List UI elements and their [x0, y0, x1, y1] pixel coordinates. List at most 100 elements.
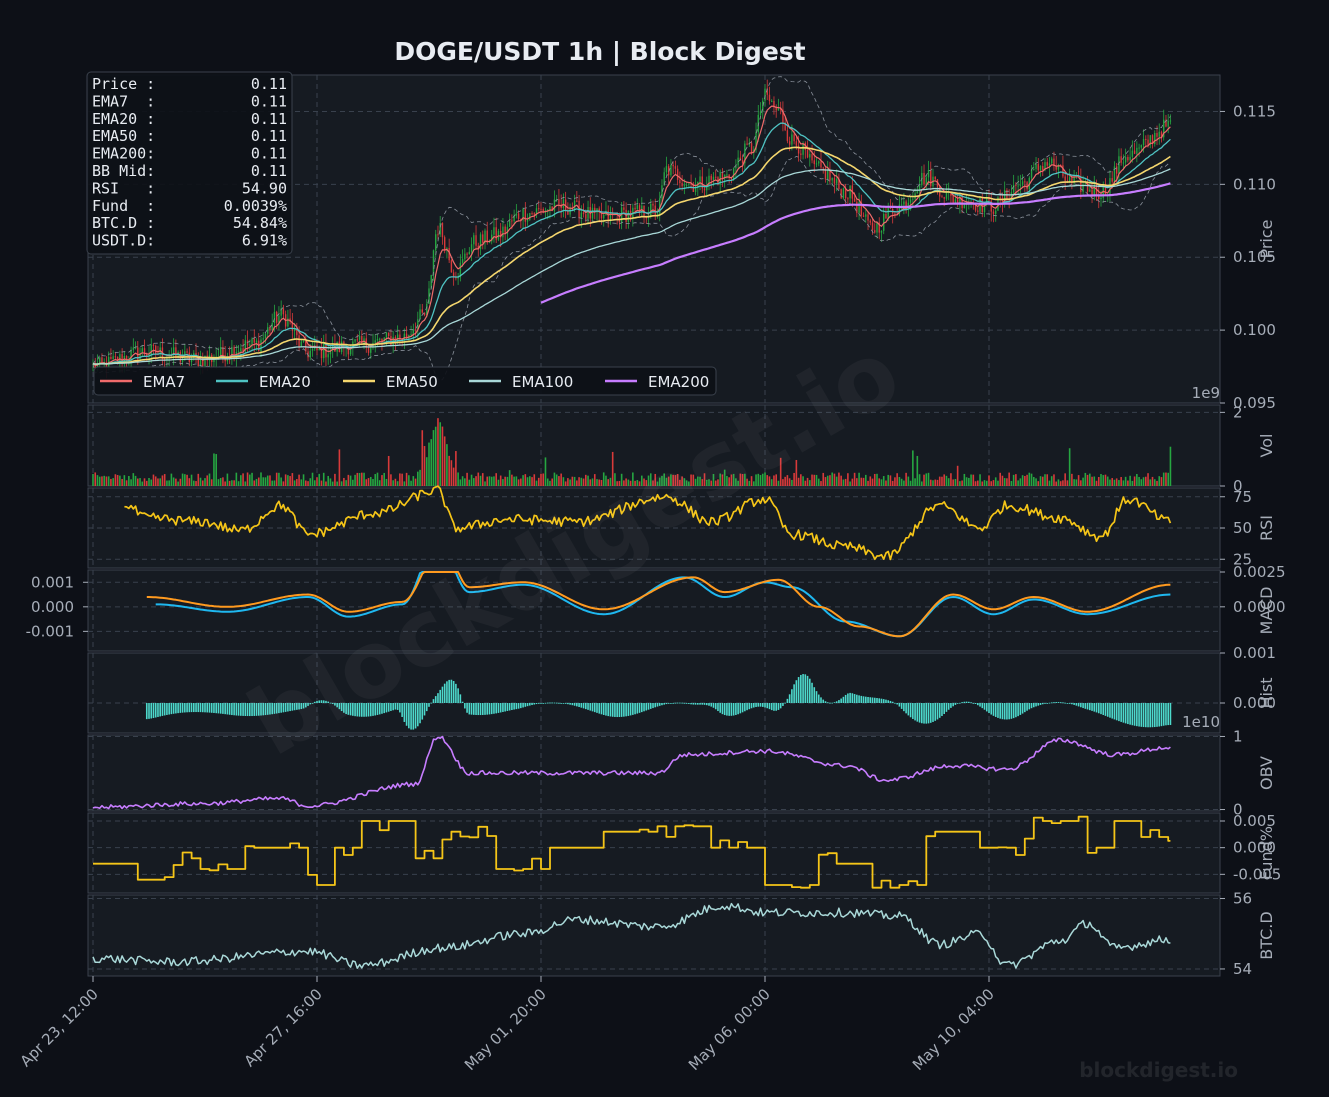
histogram-bar — [589, 703, 592, 711]
volume-bar — [638, 481, 641, 486]
candle-body — [1133, 150, 1136, 154]
volume-bar — [461, 476, 464, 486]
candle-body — [598, 208, 600, 213]
histogram-bar — [338, 703, 341, 710]
candle-body — [1073, 177, 1075, 183]
volume-bar — [1097, 477, 1100, 486]
volume-bar — [576, 480, 578, 486]
y-tick-label: 0.110 — [1233, 175, 1276, 193]
volume-bar — [105, 476, 108, 486]
rsi-line — [124, 485, 1172, 561]
candle-body — [253, 338, 255, 343]
histogram-bar — [867, 696, 869, 703]
volume-bar — [1118, 480, 1120, 486]
volume-bar — [210, 479, 213, 486]
candle-body — [853, 198, 856, 202]
volume-bar — [1064, 473, 1066, 486]
histogram-bar — [466, 703, 468, 713]
histogram-bar — [661, 703, 663, 706]
histogram-bar — [757, 703, 760, 707]
volume-bar — [1059, 481, 1062, 486]
volume-bar — [213, 453, 215, 486]
histogram-bar — [1028, 703, 1031, 710]
volume-bar — [972, 474, 975, 486]
volume-bar — [952, 479, 954, 486]
histogram-bar — [358, 703, 361, 717]
histogram-bar — [591, 703, 594, 712]
volume-bar — [1109, 479, 1111, 486]
volume-bar — [166, 480, 168, 486]
volume-bar — [280, 477, 282, 486]
volume-bar — [739, 473, 742, 486]
volume-bar — [484, 481, 486, 486]
histogram-bar — [215, 703, 217, 714]
candle-body — [1042, 166, 1044, 171]
volume-bar — [338, 449, 341, 486]
candle-body — [1163, 119, 1165, 138]
histogram-bar — [853, 694, 856, 703]
candle-body — [1154, 132, 1156, 145]
volume-bar — [504, 476, 506, 486]
candle-body — [468, 251, 471, 255]
histogram-bar — [148, 703, 150, 719]
histogram-bar — [697, 703, 699, 705]
histogram-bar — [1120, 703, 1122, 722]
candle-body — [1017, 185, 1019, 187]
volume-bar — [936, 479, 939, 486]
candle-body — [835, 179, 838, 184]
panel-obv: OBV 0 1 — [87, 727, 1276, 819]
histogram-bar — [486, 703, 489, 715]
histogram-bar — [878, 698, 881, 703]
info-value: 0.11 — [251, 162, 287, 180]
histogram-bar — [744, 703, 746, 712]
candle-body — [992, 211, 995, 214]
volume-bar — [96, 475, 99, 486]
volume-bar — [307, 481, 309, 486]
candle-body — [293, 328, 296, 331]
candle-body — [452, 272, 455, 277]
histogram-bar — [692, 703, 695, 705]
histogram-bar — [770, 703, 773, 711]
histogram-bar — [336, 703, 338, 708]
histogram-bar — [428, 703, 430, 707]
volume-bar — [1089, 473, 1091, 486]
histogram-bar — [750, 703, 753, 709]
histogram-bar — [455, 683, 457, 703]
candle-body — [925, 177, 927, 185]
histogram-bar — [385, 703, 388, 713]
histogram-bar — [437, 693, 439, 703]
histogram-bar — [419, 703, 421, 724]
histogram-bar — [542, 703, 545, 704]
histogram-bar — [609, 703, 612, 717]
candle-body — [1030, 169, 1033, 178]
candle-body — [591, 207, 594, 219]
volume-bar — [1151, 476, 1154, 486]
volume-bar — [623, 480, 625, 486]
histogram-bar — [1046, 703, 1049, 704]
histogram-bar — [237, 703, 240, 716]
histogram-bar — [676, 702, 679, 704]
histogram-bar — [1162, 703, 1165, 726]
volume-bar — [215, 454, 217, 486]
volume-bar — [490, 476, 493, 486]
candle-body — [708, 175, 710, 186]
volume-bar — [905, 472, 907, 486]
candle-body — [945, 192, 948, 199]
volume-bar — [795, 459, 798, 486]
y-tick-label: 0 — [1233, 477, 1243, 495]
line-ema20 — [92, 122, 1171, 366]
volume-bar — [399, 473, 401, 486]
candle-body — [421, 309, 423, 313]
histogram-bar — [1102, 703, 1105, 715]
candle-body — [1024, 181, 1026, 183]
histogram-bar — [488, 703, 491, 715]
histogram-bar — [618, 703, 621, 718]
histogram-bar — [1109, 703, 1111, 718]
histogram-bar — [813, 687, 816, 703]
volume-bar — [381, 475, 383, 486]
volume-bar — [177, 481, 179, 486]
candle-body — [172, 347, 175, 356]
volume-bar — [894, 477, 896, 486]
histogram-bar — [1055, 702, 1057, 703]
histogram-bar — [625, 703, 627, 717]
